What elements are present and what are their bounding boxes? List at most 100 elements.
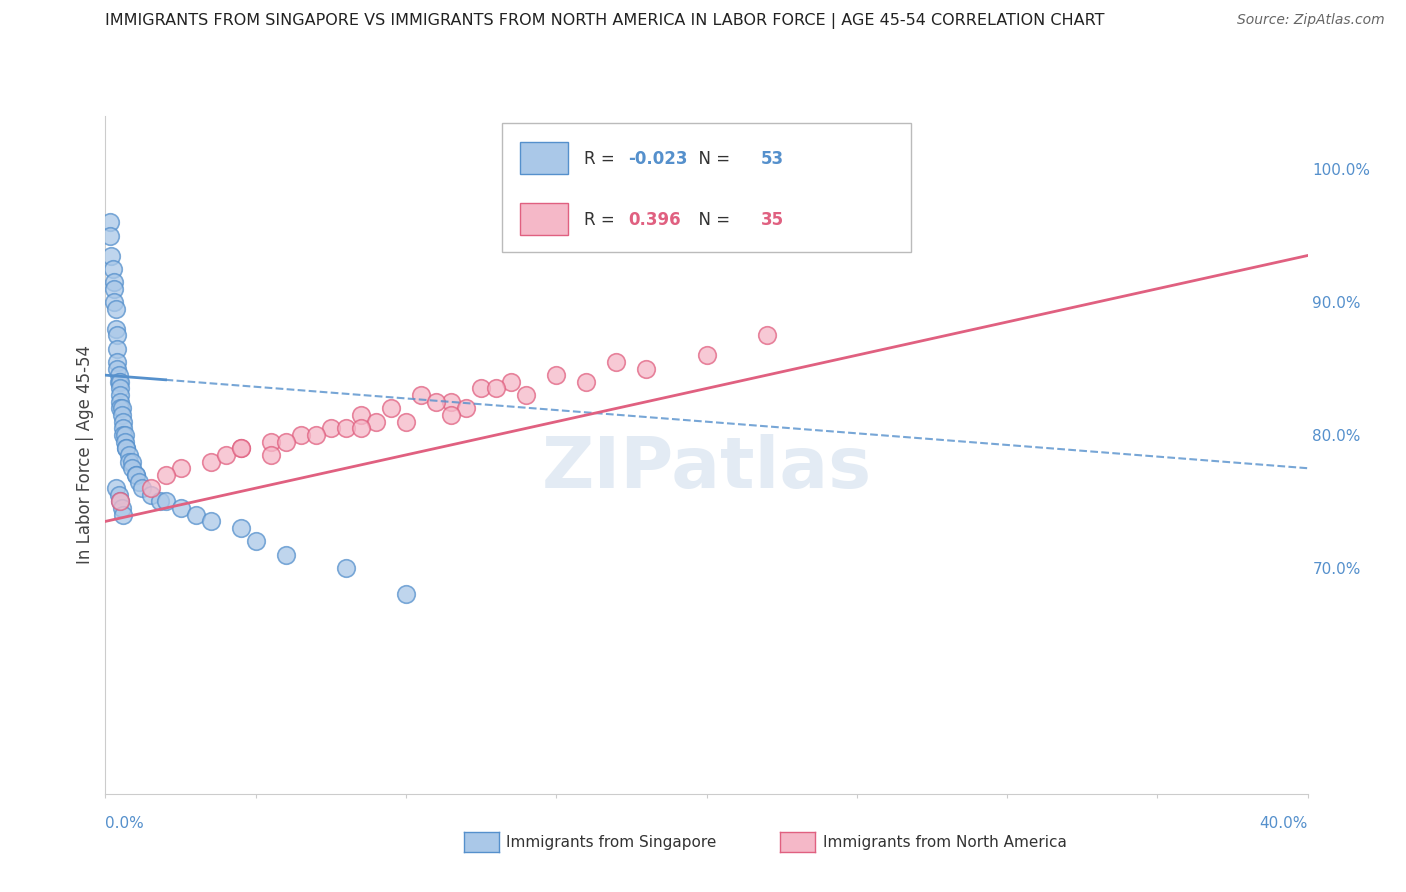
Point: [395, 587, 418, 601]
Text: IMMIGRANTS FROM SINGAPORE VS IMMIGRANTS FROM NORTH AMERICA IN LABOR FORCE | AGE : IMMIGRANTS FROM SINGAPORE VS IMMIGRANTS …: [105, 13, 1105, 29]
Point: [755, 328, 778, 343]
Point: [101, 261, 124, 276]
Point: [440, 394, 463, 409]
Point: [118, 448, 141, 462]
Point: [274, 434, 297, 449]
Text: N =: N =: [689, 211, 735, 228]
Text: 53: 53: [761, 150, 783, 168]
Point: [104, 321, 127, 335]
Point: [98, 228, 121, 243]
Point: [108, 375, 131, 389]
Point: [575, 375, 598, 389]
Point: [111, 408, 134, 422]
Point: [395, 415, 418, 429]
Point: [305, 428, 328, 442]
Point: [335, 421, 357, 435]
Point: [111, 501, 134, 516]
Point: [107, 328, 129, 343]
Point: [110, 394, 132, 409]
Point: [169, 501, 191, 516]
Point: [110, 381, 132, 395]
Point: [103, 295, 125, 310]
Text: R =: R =: [583, 150, 620, 168]
Point: [260, 434, 283, 449]
Point: [274, 548, 297, 562]
Point: [131, 481, 153, 495]
Text: 0.396: 0.396: [628, 211, 681, 228]
Point: [200, 454, 222, 468]
Point: [290, 428, 312, 442]
Point: [121, 454, 143, 468]
Point: [114, 434, 136, 449]
Point: [229, 521, 252, 535]
Point: [515, 388, 537, 402]
Point: [364, 415, 387, 429]
Point: [118, 454, 141, 468]
Point: [107, 355, 129, 369]
Text: 40.0%: 40.0%: [1260, 816, 1308, 831]
Point: [110, 401, 132, 416]
Point: [103, 282, 125, 296]
Point: [350, 408, 373, 422]
Point: [124, 467, 146, 482]
Y-axis label: In Labor Force | Age 45-54: In Labor Force | Age 45-54: [76, 345, 94, 565]
Point: [112, 415, 135, 429]
Point: [107, 361, 129, 376]
Point: [139, 481, 162, 495]
Text: Source: ZipAtlas.com: Source: ZipAtlas.com: [1237, 13, 1385, 28]
Point: [319, 421, 342, 435]
Point: [128, 475, 150, 489]
Point: [121, 461, 143, 475]
Text: ZIPatlas: ZIPatlas: [541, 434, 872, 503]
Point: [112, 428, 135, 442]
Point: [485, 381, 508, 395]
Point: [139, 488, 162, 502]
Point: [425, 394, 447, 409]
Point: [260, 448, 283, 462]
Point: [100, 248, 122, 262]
Point: [350, 421, 373, 435]
Point: [470, 381, 492, 395]
Text: -0.023: -0.023: [628, 150, 688, 168]
FancyBboxPatch shape: [502, 123, 911, 252]
Point: [155, 494, 177, 508]
Point: [605, 355, 627, 369]
FancyBboxPatch shape: [520, 143, 568, 174]
Point: [110, 494, 132, 508]
Point: [112, 421, 135, 435]
Point: [636, 361, 658, 376]
Text: Immigrants from Singapore: Immigrants from Singapore: [506, 835, 717, 849]
Point: [409, 388, 432, 402]
Point: [115, 442, 138, 456]
FancyBboxPatch shape: [520, 203, 568, 235]
Point: [155, 467, 177, 482]
Point: [456, 401, 478, 416]
Point: [169, 461, 191, 475]
Text: N =: N =: [689, 150, 735, 168]
Point: [440, 408, 463, 422]
Point: [108, 368, 131, 383]
Point: [112, 508, 135, 522]
Point: [184, 508, 207, 522]
Text: Immigrants from North America: Immigrants from North America: [823, 835, 1066, 849]
Text: 35: 35: [761, 211, 783, 228]
Point: [245, 534, 267, 549]
Point: [335, 561, 357, 575]
Point: [103, 275, 125, 289]
Point: [124, 467, 146, 482]
Point: [148, 494, 170, 508]
Text: 0.0%: 0.0%: [105, 816, 145, 831]
Point: [111, 401, 134, 416]
Point: [546, 368, 568, 383]
Point: [108, 488, 131, 502]
Point: [104, 481, 127, 495]
Point: [110, 494, 132, 508]
Point: [380, 401, 402, 416]
Point: [114, 428, 136, 442]
Point: [98, 215, 121, 229]
Text: R =: R =: [583, 211, 620, 228]
Point: [229, 442, 252, 456]
Point: [107, 342, 129, 356]
Point: [214, 448, 236, 462]
Point: [115, 442, 138, 456]
